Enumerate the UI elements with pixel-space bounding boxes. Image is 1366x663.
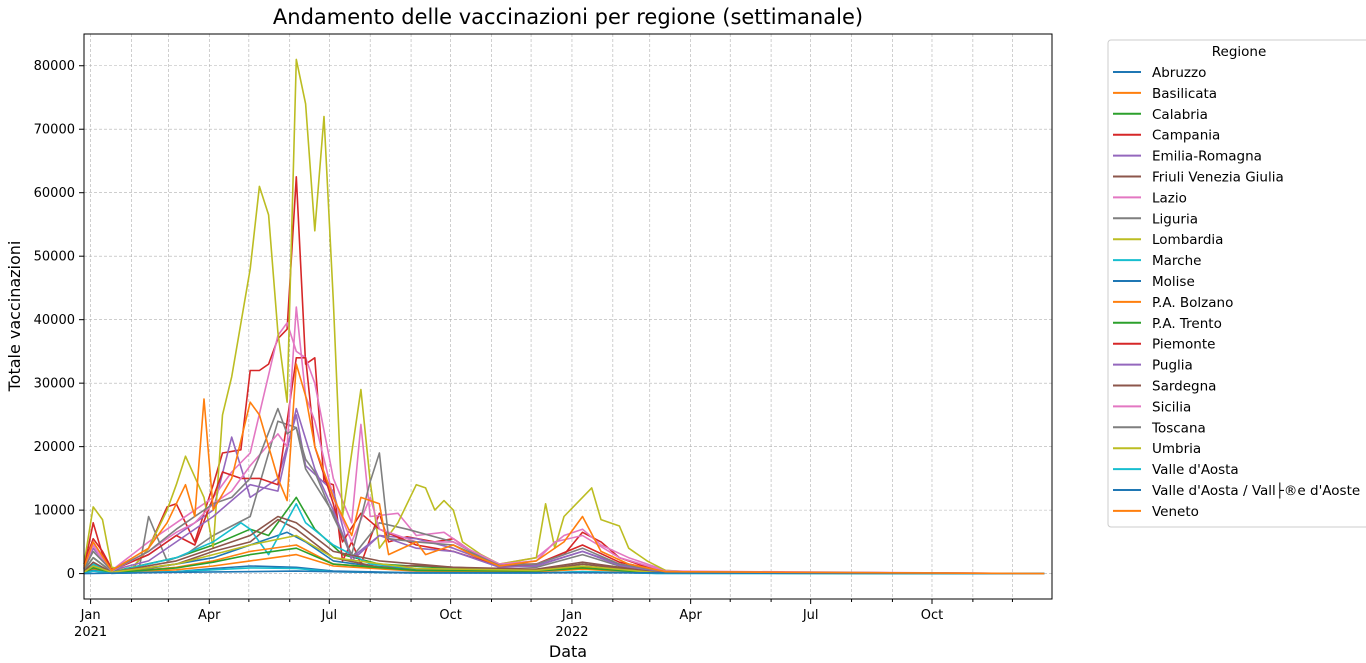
legend-entry-label: Valle d'Aosta (1152, 462, 1239, 478)
series-line (83, 306, 1045, 575)
legend-entry-label: Veneto (1152, 504, 1199, 520)
x-tick-label: Jul (802, 608, 819, 623)
y-tick-label: 10000 (34, 504, 75, 519)
y-tick-label: 70000 (34, 123, 75, 138)
y-tick-label: 80000 (34, 59, 75, 74)
legend-entry-label: Toscana (1151, 420, 1206, 436)
x-tick-label: Oct (921, 608, 943, 623)
legend-title: Regione (1212, 44, 1267, 60)
legend-entry-label: Friuli Venezia Giulia (1152, 170, 1284, 186)
legend-entry-label: Liguria (1152, 211, 1198, 227)
series-line (83, 58, 1045, 575)
series-line (83, 534, 1045, 575)
y-tick-label: 0 (67, 567, 75, 582)
x-tick-year-label: 2022 (555, 625, 588, 640)
legend-entry-label: Puglia (1152, 358, 1193, 374)
series-line (83, 570, 1045, 575)
y-tick-label: 60000 (34, 186, 75, 201)
legend-entry-label: P.A. Trento (1152, 316, 1222, 332)
legend-entry-label: Marche (1152, 253, 1201, 269)
series-line (83, 420, 1045, 575)
legend-entry-label: P.A. Bolzano (1152, 295, 1233, 311)
y-axis-label: Totale vaccinazioni (5, 241, 24, 393)
legend-items: Abruzzo Basilicata Calabria Campania Emilia-… (1113, 65, 1360, 520)
x-tick-label: Oct (439, 608, 461, 623)
legend-entry-label: Sicilia (1152, 399, 1191, 415)
x-tick-label: Apr (679, 608, 702, 623)
legend-entry-label: Calabria (1152, 107, 1208, 123)
legend-entry-label: Umbria (1152, 441, 1201, 457)
series-layer (83, 58, 1045, 575)
legend-entry-label: Emilia-Romagna (1152, 149, 1262, 165)
axis-layer: 0 10000 20000 30000 40000 50000 60000 70000 8000… (34, 59, 1013, 640)
series-line (83, 322, 1045, 575)
legend-entry-label: Lazio (1152, 190, 1187, 206)
x-tick-year-label: 2021 (74, 625, 107, 640)
y-tick-label: 30000 (34, 377, 75, 392)
legend-entry-label: Sardegna (1152, 379, 1216, 395)
series-line (83, 363, 1045, 575)
legend-entry-label: Basilicata (1152, 86, 1217, 102)
x-tick-label: Jan (80, 608, 101, 623)
y-tick-label: 20000 (34, 440, 75, 455)
x-tick-label: Jan (561, 608, 582, 623)
y-tick-label: 50000 (34, 250, 75, 265)
x-axis-label: Data (549, 642, 587, 661)
plot-frame (83, 33, 1053, 600)
legend-entry-label: Piemonte (1152, 337, 1215, 353)
grid-layer (84, 34, 1052, 599)
legend-entry-label: Abruzzo (1152, 65, 1206, 81)
x-tick-label: Jul (320, 608, 337, 623)
chart-title: Andamento delle vaccinazioni per regione… (273, 5, 863, 29)
series-line (83, 176, 1045, 575)
series-line (83, 515, 1045, 575)
y-tick-label: 40000 (34, 313, 75, 328)
legend-entry-label: Valle d'Aosta / Vall├®e d'Aoste (1152, 482, 1360, 499)
legend-entry-label: Molise (1152, 274, 1195, 290)
series-line (83, 407, 1045, 575)
legend-entry-label: Lombardia (1152, 232, 1223, 248)
legend-entry-label: Campania (1152, 128, 1220, 144)
legend-box (1107, 39, 1366, 528)
x-tick-label: Apr (198, 608, 221, 623)
legend: Regione Abruzzo Basilicata Calabria Campani… (1107, 39, 1366, 528)
series-line (83, 407, 1045, 575)
